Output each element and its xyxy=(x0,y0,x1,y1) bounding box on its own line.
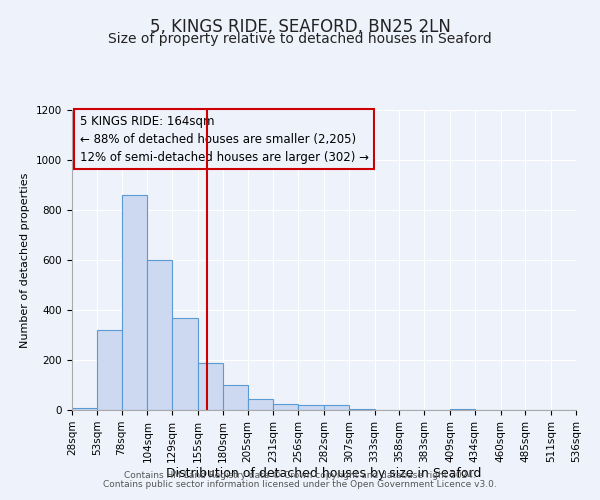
Bar xyxy=(122,195,148,410)
Text: 5 KINGS RIDE: 164sqm
← 88% of detached houses are smaller (2,205)
12% of semi-de: 5 KINGS RIDE: 164sqm ← 88% of detached h… xyxy=(80,114,368,164)
Text: Contains public sector information licensed under the Open Government Licence v3: Contains public sector information licen… xyxy=(103,480,497,489)
Bar xyxy=(274,404,298,410)
Text: Size of property relative to detached houses in Seaford: Size of property relative to detached ho… xyxy=(108,32,492,46)
X-axis label: Distribution of detached houses by size in Seaford: Distribution of detached houses by size … xyxy=(166,468,482,480)
Bar xyxy=(324,405,349,410)
Bar xyxy=(198,362,223,410)
Bar xyxy=(349,409,374,410)
Bar xyxy=(223,385,248,410)
Y-axis label: Number of detached properties: Number of detached properties xyxy=(20,172,31,348)
Bar xyxy=(97,330,122,410)
Bar xyxy=(172,318,198,410)
Bar xyxy=(248,399,274,410)
Bar xyxy=(298,405,324,410)
Bar xyxy=(148,260,172,410)
Bar xyxy=(72,408,97,410)
Bar xyxy=(450,409,475,410)
Text: Contains HM Land Registry data © Crown copyright and database right 2024.: Contains HM Land Registry data © Crown c… xyxy=(124,471,476,480)
Text: 5, KINGS RIDE, SEAFORD, BN25 2LN: 5, KINGS RIDE, SEAFORD, BN25 2LN xyxy=(149,18,451,36)
